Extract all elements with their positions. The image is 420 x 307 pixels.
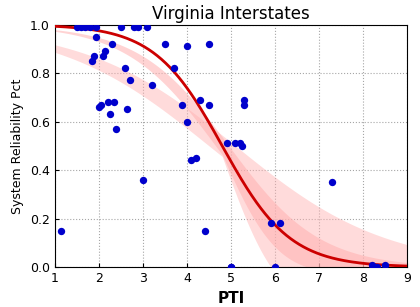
Point [104,100,111,105]
Point [78,25,84,29]
Point [58,228,65,233]
Point [102,49,109,54]
Point [228,265,234,270]
Point [241,97,247,102]
Point [188,158,194,163]
Point [113,126,120,131]
Point [89,58,95,64]
Point [148,83,155,88]
Point [329,180,336,185]
Point [223,141,230,146]
Point [184,119,190,124]
Title: Virginia Interstates: Virginia Interstates [152,5,310,23]
Point [179,102,186,107]
Point [118,25,124,29]
Point [82,25,89,29]
Y-axis label: System Reliability Pct: System Reliability Pct [11,78,24,213]
Point [139,177,146,182]
Point [144,25,150,29]
Point [206,41,212,46]
Point [192,155,199,160]
Point [111,100,118,105]
Point [236,141,243,146]
Point [268,221,274,226]
Point [228,265,234,270]
Point [97,102,104,107]
Point [171,66,177,71]
Point [100,54,107,59]
Point [74,25,80,29]
Point [369,262,375,267]
Point [126,78,133,83]
Point [93,34,100,39]
Point [124,107,131,112]
Point [239,143,245,148]
Point [241,102,247,107]
Point [232,141,239,146]
Point [161,41,168,46]
Point [87,25,93,29]
Point [80,22,87,27]
Point [382,262,389,267]
Point [91,54,97,59]
Point [272,265,278,270]
Point [122,66,129,71]
X-axis label: PTI: PTI [218,290,244,305]
Point [206,102,212,107]
Point [93,25,100,29]
Point [95,105,102,110]
Point [108,41,115,46]
Point [131,25,137,29]
Point [106,112,113,117]
Point [276,221,283,226]
Point [197,97,203,102]
Point [201,228,208,233]
Point [135,25,142,29]
Point [373,265,380,270]
Point [184,44,190,49]
